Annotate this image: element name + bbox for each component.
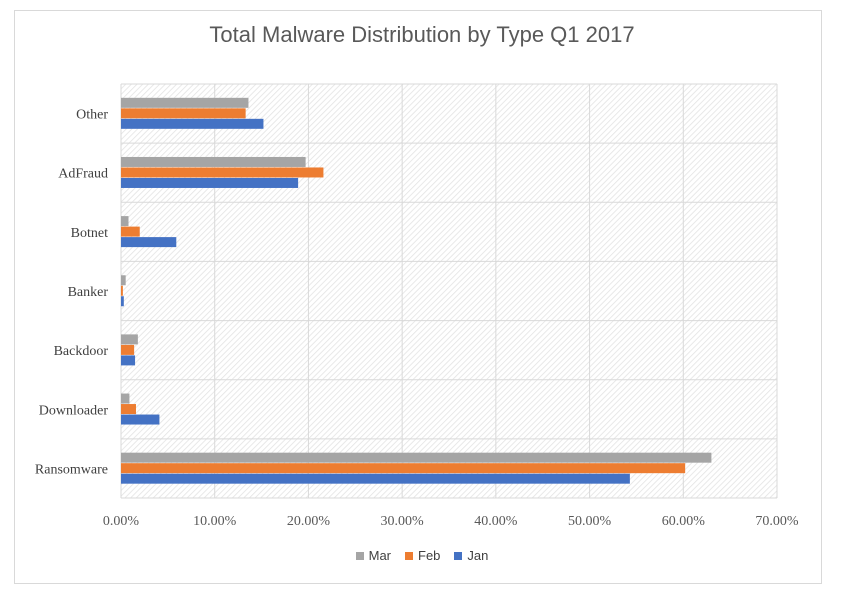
category-label: Other [76,108,108,123]
bar-feb-downloader [121,404,136,415]
x-tick-label: 10.00% [193,514,237,529]
bar-feb-banker [121,285,123,296]
legend-label: Jan [467,548,489,563]
bar-feb-backdoor [121,344,135,355]
x-tick-label: 20.00% [287,514,331,529]
bar-mar-backdoor [121,334,138,345]
plot-area [121,84,777,498]
category-label: Botnet [71,226,108,241]
bar-jan-banker [121,296,124,307]
bar-mar-banker [121,275,126,286]
legend-swatch [355,551,364,560]
bar-feb-other [121,108,246,119]
chart-title: Total Malware Distribution by Type Q1 20… [209,22,635,47]
bar-jan-botnet [121,237,177,248]
x-tick-label: 70.00% [755,514,799,529]
bar-mar-adfraud [121,156,306,167]
bar-jan-downloader [121,414,160,425]
bar-mar-downloader [121,393,130,404]
legend-label: Mar [368,548,391,563]
bar-mar-other [121,97,249,108]
x-tick-label: 60.00% [662,514,706,529]
x-tick-label: 40.00% [474,514,518,529]
legend-item-jan: Jan [454,548,488,563]
bar-jan-other [121,118,264,129]
category-label: Backdoor [54,344,109,359]
x-tick-label: 50.00% [568,514,612,529]
category-label: Ransomware [35,462,108,477]
legend-swatch [405,551,413,560]
legend-item-feb: Feb [405,548,440,563]
legend-swatch [454,551,463,560]
bar-mar-botnet [121,216,129,227]
bar-feb-ransomware [121,463,686,474]
x-tick-label: 0.00% [103,514,140,529]
bar-feb-botnet [121,226,140,237]
bar-feb-adfraud [121,167,324,178]
x-tick-label: 30.00% [381,514,425,529]
bar-jan-ransomware [121,473,630,484]
category-label: Banker [68,285,109,300]
legend: Mar Feb Jan [0,548,844,563]
category-label: Downloader [39,403,109,418]
bar-mar-ransomware [121,452,712,463]
category-label: AdFraud [58,167,108,182]
bar-jan-backdoor [121,355,136,366]
legend-label: Feb [418,548,441,563]
bar-jan-adfraud [121,177,299,188]
legend-item-mar: Mar [355,548,391,563]
